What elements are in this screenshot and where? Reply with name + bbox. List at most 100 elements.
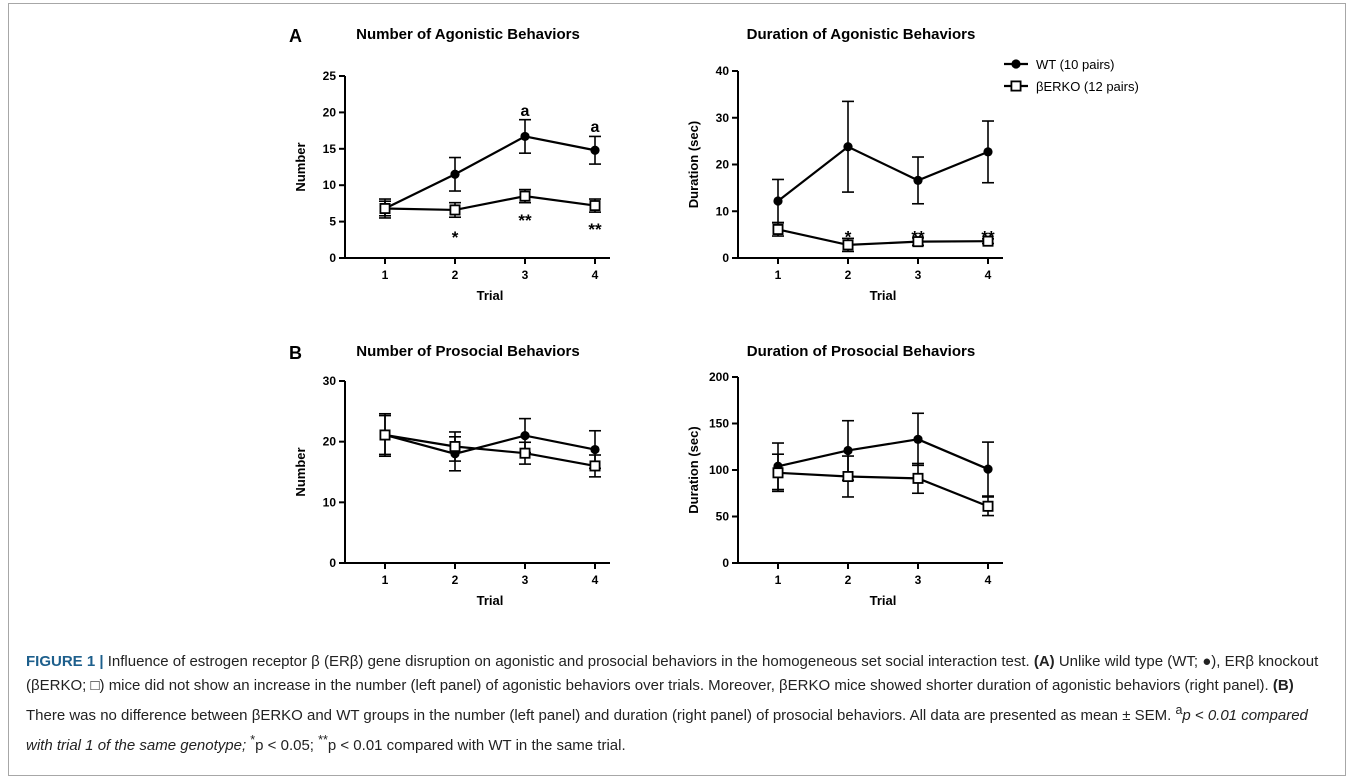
chart-title: Number of Prosocial Behaviors [356, 343, 579, 360]
series-line [384, 135, 596, 210]
y-tick-label: 10 [716, 204, 730, 218]
data-point-berko [912, 236, 924, 248]
chart-4: Duration of Prosocial Behaviors 0 50 100 150… [686, 343, 1003, 608]
chart-2: Duration of Agonistic Behaviors 0 10 20 30 40… [686, 26, 1003, 303]
caption-text-3: There was no difference between βERKO an… [26, 707, 1176, 724]
y-tick-label: 10 [323, 178, 337, 192]
data-point-wt [913, 175, 923, 185]
caption-sup-dstar: ** [318, 733, 328, 747]
annotation-asterisk: ** [911, 227, 925, 246]
series-line [384, 433, 596, 468]
caption-tag-a: (A) [1033, 653, 1055, 670]
data-point-wt [450, 169, 460, 179]
data-point-wt [590, 444, 600, 455]
data-point-wt [983, 147, 993, 157]
x-tick-label: 2 [452, 573, 459, 587]
data-point-wt [983, 464, 993, 474]
chart-1: Number of Agonistic Behaviors 0 5 10 15 20 25 1… [293, 26, 610, 303]
series-wt [772, 100, 994, 224]
data-point-wt [773, 196, 783, 206]
x-tick-label: 4 [592, 573, 599, 587]
series-wt [379, 412, 601, 472]
data-point-berko [982, 500, 994, 512]
series-wt [772, 412, 994, 497]
x-tick-label: 4 [592, 268, 599, 282]
data-point-berko [772, 467, 784, 479]
x-tick-label: 1 [775, 573, 782, 587]
y-axis-label: Duration (sec) [686, 121, 701, 208]
caption-text-5: p < 0.05; [255, 737, 319, 754]
data-point-berko [912, 472, 924, 484]
data-point-wt [843, 142, 853, 152]
y-tick-label: 25 [323, 69, 337, 83]
caption-text-2: Unlike wild type (WT; ●), ERβ knockout (… [26, 653, 1319, 694]
caption-text-6: p < 0.01 compared with WT in the same tr… [327, 737, 626, 754]
data-point-berko [449, 204, 461, 216]
data-point-berko [589, 200, 601, 212]
y-tick-label: 30 [716, 111, 730, 125]
data-point-berko [772, 223, 784, 235]
series-line [777, 438, 989, 471]
caption-tag-b: (B) [1272, 677, 1294, 694]
y-axis-label: Duration (sec) [686, 426, 701, 513]
legend-berko-label: βERKO (12 pairs) [1036, 79, 1139, 94]
y-tick-label: 5 [329, 215, 336, 229]
chart-title: Duration of Agonistic Behaviors [747, 26, 976, 43]
x-axis-label: Trial [870, 288, 897, 303]
x-tick-label: 2 [845, 268, 852, 282]
y-tick-label: 50 [716, 510, 730, 524]
figure-caption: FIGURE 1 | Influence of estrogen recepto… [26, 650, 1336, 758]
x-axis-label: Trial [477, 593, 504, 608]
series-line [777, 471, 989, 508]
series-line [384, 195, 596, 212]
caption-text-4: p < 0.01 compared with trial 1 of the sa… [26, 707, 1308, 754]
data-point-berko [842, 239, 854, 251]
legend-wt-label: WT (10 pairs) [1036, 57, 1115, 72]
y-tick-label: 20 [323, 435, 337, 449]
y-tick-label: 150 [709, 417, 729, 431]
chart-title: Duration of Prosocial Behaviors [747, 343, 975, 360]
data-point-berko [982, 235, 994, 247]
caption-label: FIGURE 1 | [26, 653, 104, 670]
y-tick-label: 40 [716, 64, 730, 78]
annotation-asterisk: ** [518, 211, 532, 230]
annotation-asterisk: * [452, 228, 459, 247]
data-point-berko [842, 471, 854, 483]
series-line [777, 145, 989, 202]
figure-frame [8, 3, 1346, 776]
x-tick-label: 2 [452, 268, 459, 282]
data-point-berko [589, 460, 601, 472]
data-point-wt [913, 434, 923, 444]
y-tick-label: 100 [709, 463, 729, 477]
y-axis-label: Number [293, 447, 308, 496]
annotation-asterisk: ** [981, 227, 995, 246]
series-berko [379, 414, 601, 478]
data-point-berko [519, 447, 531, 459]
x-axis-label: Trial [870, 593, 897, 608]
series-line [384, 433, 596, 455]
y-tick-label: 0 [722, 556, 729, 570]
caption-sup-star: * [250, 733, 256, 747]
data-point-wt [520, 431, 530, 441]
x-tick-label: 3 [522, 268, 529, 282]
x-tick-label: 4 [985, 573, 992, 587]
x-tick-label: 1 [382, 268, 389, 282]
legend-berko-marker [1010, 80, 1022, 92]
x-tick-label: 3 [915, 268, 922, 282]
x-tick-label: 1 [382, 573, 389, 587]
y-tick-label: 20 [716, 158, 730, 172]
annotation-asterisk: * [845, 227, 852, 246]
data-point-berko [449, 441, 461, 453]
data-point-berko [519, 190, 531, 202]
y-tick-label: 20 [323, 105, 337, 119]
data-point-berko [379, 429, 391, 441]
chart-title: Number of Agonistic Behaviors [356, 26, 580, 43]
annotation-asterisk: ** [588, 220, 602, 239]
legend-wt-marker [1011, 59, 1021, 69]
series-berko [379, 188, 601, 219]
y-tick-label: 0 [329, 251, 336, 265]
data-point-wt [590, 145, 600, 155]
y-tick-label: 200 [709, 370, 729, 384]
caption-sup-a: a [1175, 703, 1183, 717]
y-axis-label: Number [293, 142, 308, 191]
